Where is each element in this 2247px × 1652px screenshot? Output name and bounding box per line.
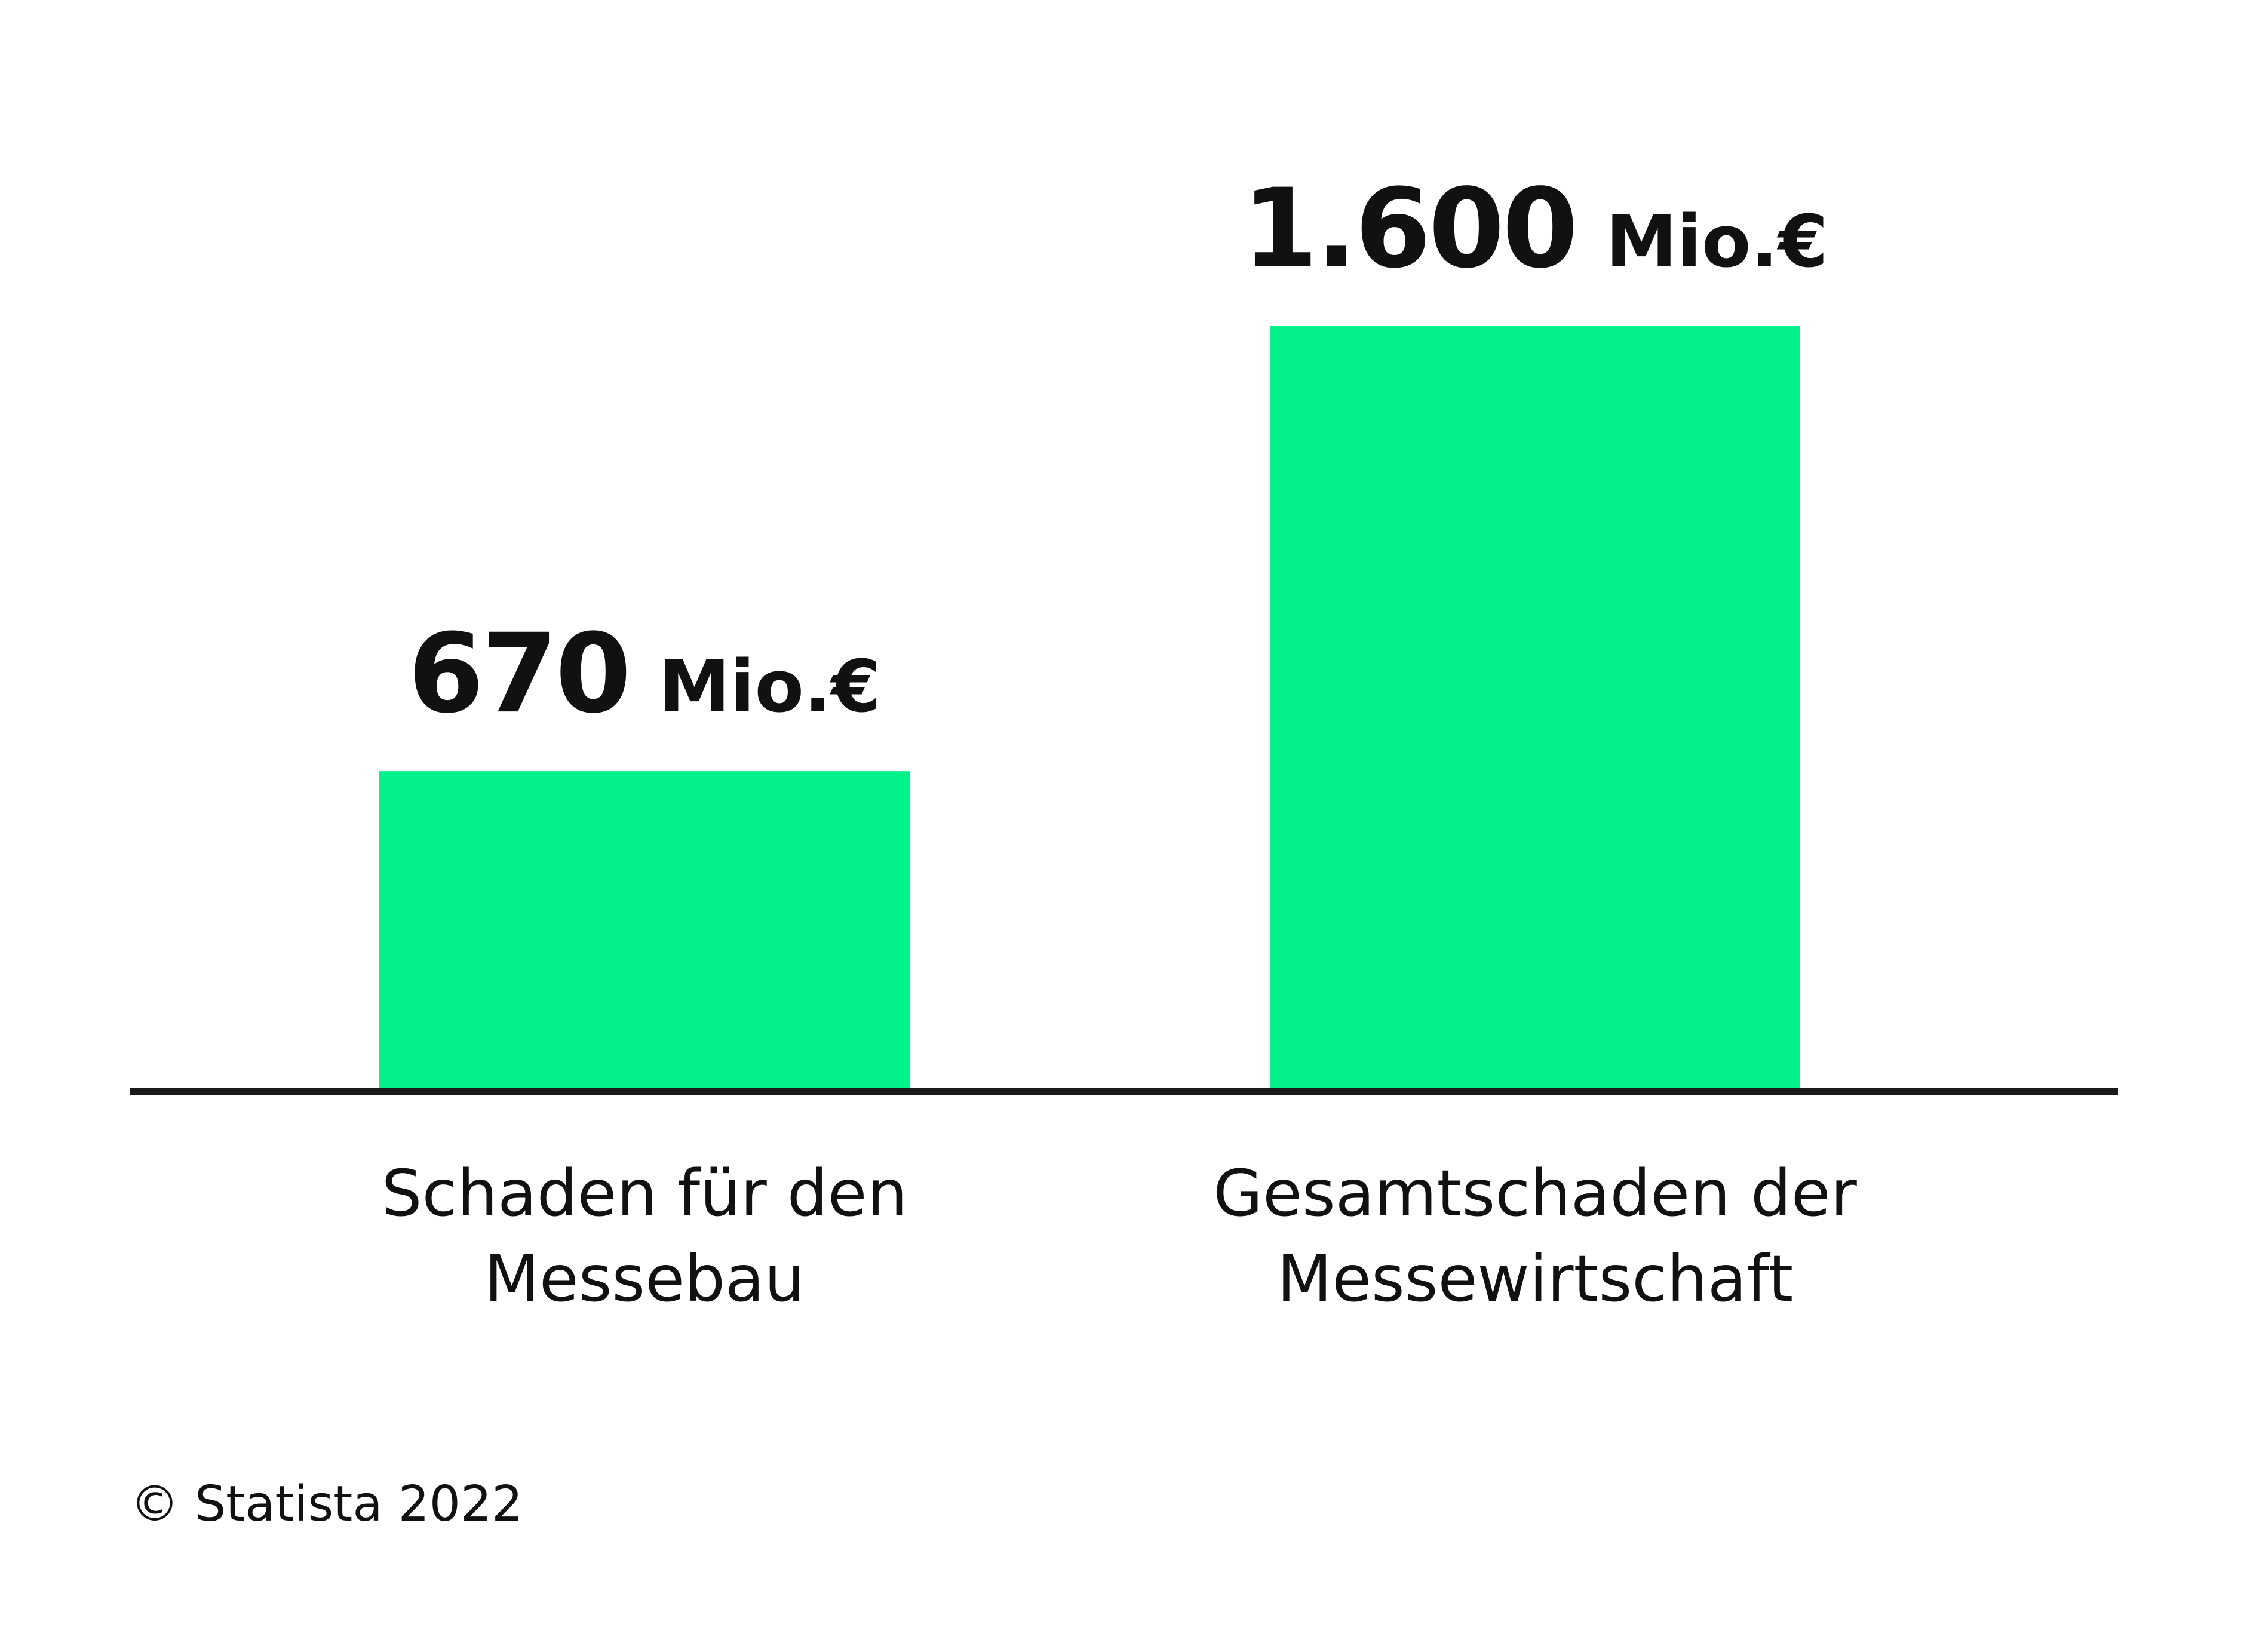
category-label-1-line-2: Messebau <box>484 1242 805 1316</box>
category-label-1-line-1: Schaden für den <box>382 1157 908 1231</box>
category-label-2-line-2: Messewirtschaft <box>1277 1242 1793 1316</box>
value-number-2: 1.600 <box>1242 165 1576 293</box>
labels-group: 670 Mio.€ Schaden für den Messebau 1.600 Mio.… <box>382 165 1857 1316</box>
value-label-2: 1.600 Mio.€ <box>1242 165 1828 293</box>
value-number-1: 670 <box>408 610 629 738</box>
value-label-1: 670 Mio.€ <box>408 610 881 738</box>
bar-2 <box>1270 326 1800 1092</box>
category-label-2-line-1: Gesamtschaden der <box>1213 1157 1857 1231</box>
source-credit: © Statista 2022 <box>130 1476 523 1533</box>
bar-1 <box>379 771 910 1092</box>
value-unit-1: Mio.€ <box>659 646 881 729</box>
bars-group <box>379 326 1800 1092</box>
value-unit-2: Mio.€ <box>1606 201 1828 284</box>
